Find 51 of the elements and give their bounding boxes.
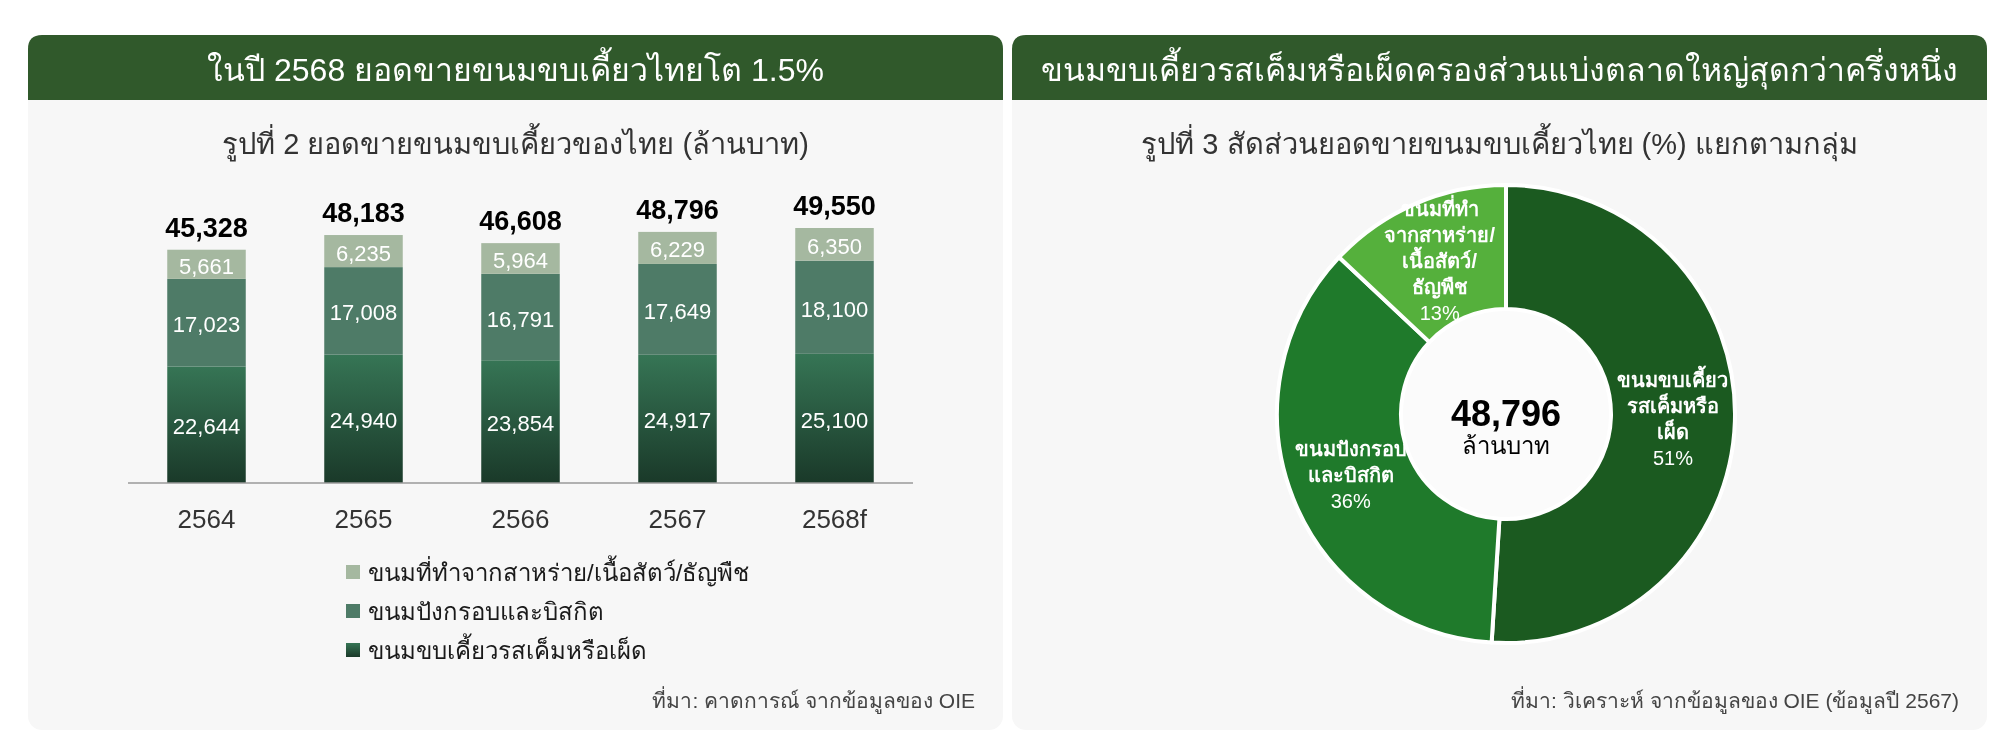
bar	[324, 267, 403, 355]
data-label: 24,917	[643, 408, 712, 434]
data-label: 25,100	[800, 407, 869, 433]
data-label: 18,100	[800, 296, 869, 322]
bar	[481, 273, 560, 361]
legend-label: ขนมขบเคี้ยวรสเค็มหรือเผ็ด	[368, 632, 647, 664]
legend-label: ขนมปังกรอบและบิสกิต	[368, 597, 604, 625]
bar	[167, 366, 246, 483]
total-label: 48,796	[636, 194, 719, 225]
data-label: 6,350	[806, 233, 863, 259]
x-tick-label: 2567	[648, 504, 707, 534]
data-label: 51%	[1652, 447, 1694, 470]
chart-subtitle: รูปที่ 2 ยอดขายขนมขบเคี้ยวของไทย (ล้านบาท)	[222, 123, 809, 162]
bar	[481, 360, 560, 483]
data-label: 13%	[1419, 301, 1460, 324]
bar	[638, 263, 717, 355]
data-label: 22,644	[172, 414, 241, 440]
bar	[324, 354, 403, 483]
data-label: 6,235	[335, 240, 392, 266]
data-label: 5,964	[492, 247, 549, 273]
x-tick-label: 2566	[491, 504, 550, 534]
bar	[167, 278, 246, 367]
bar	[795, 353, 874, 483]
data-label: 24,940	[329, 408, 398, 434]
x-tick-label: 2568f	[801, 504, 868, 534]
slice-label: ขนมปังกรอบและบิสกิต	[1294, 438, 1407, 487]
data-label: 17,008	[329, 300, 398, 326]
text: 48,796	[1450, 392, 1562, 434]
text: ที่มา: วิเคราะห์ จากข้อมูลของ OIE (ข้อมูลปี 2567)	[1511, 685, 1959, 714]
data-label: 16,791	[486, 306, 555, 332]
chart-title: ในปี 2568 ยอดขายขนมขบเคี้ยวไทยโต 1.5%	[207, 46, 824, 88]
total-label: 46,608	[479, 206, 562, 237]
total-label: 49,550	[793, 191, 876, 221]
chart-subtitle: รูปที่ 3 สัดส่วนยอดขายขนมขบเคี้ยวไทย (%) แยกตามกลุ่ม	[1141, 123, 1858, 162]
text: ล้านบาท	[1462, 431, 1550, 459]
data-label: 36%	[1330, 490, 1371, 513]
data-label: 5,661	[178, 253, 235, 279]
bar	[795, 260, 874, 354]
data-label: 17,023	[172, 312, 241, 338]
data-label: 6,229	[649, 237, 706, 263]
text: ที่มา: คาดการณ์ จากข้อมูลของ OIE	[652, 685, 975, 714]
x-tick-label: 2565	[334, 504, 393, 534]
bar	[638, 354, 717, 483]
chart-title: ขนมขบเคี้ยวรสเค็มหรือเผ็ดครองส่วนแบ่งตลาดใหญ่สุดกว่าครึ่งหนึ่ง	[1041, 46, 1958, 90]
total-label: 45,328	[165, 212, 248, 243]
data-label: 17,649	[643, 298, 712, 324]
x-tick-label: 2564	[177, 504, 236, 534]
data-label: 23,854	[486, 411, 555, 437]
legend-label: ขนมที่ทำจากสาหร่าย/เนื้อสัตว์/ธัญพืช	[368, 554, 750, 587]
slice-label: ขนมขบเคี้ยวรสเค็มหรือเผ็ด	[1617, 365, 1729, 444]
total-label: 48,183	[322, 198, 405, 229]
